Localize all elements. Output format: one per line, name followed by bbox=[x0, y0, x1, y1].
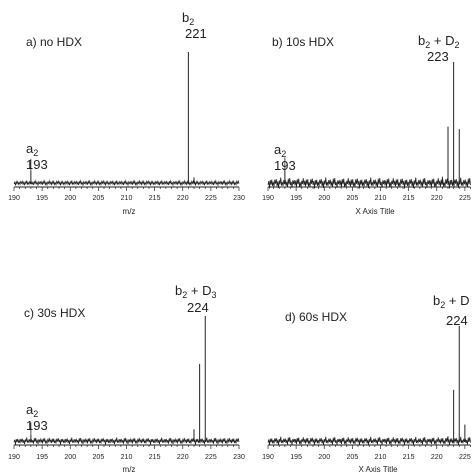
x-tick-label: 205 bbox=[347, 195, 359, 202]
x-tick-label: 220 bbox=[431, 195, 443, 202]
x-tick-label: 200 bbox=[64, 195, 76, 202]
panel-d-plot: 190 195 200 205 210 215 220 225 bbox=[262, 326, 471, 461]
panel-c-label-a2: a2 193 bbox=[26, 402, 48, 433]
x-tick-label: 215 bbox=[149, 454, 161, 461]
x-tick-label: 215 bbox=[403, 454, 415, 461]
x-tick-label: 210 bbox=[375, 195, 387, 202]
x-tick-label: 190 bbox=[262, 454, 274, 461]
panel-d-label-b2-mz: 224 bbox=[446, 313, 468, 328]
x-tick-label: 220 bbox=[431, 454, 443, 461]
panel-c-label-a2-ion: a2 bbox=[26, 402, 38, 419]
x-tick-label: 220 bbox=[177, 454, 189, 461]
panel-b-label-b2-ion: b2 + D2 bbox=[418, 33, 459, 50]
spectrum-baseline bbox=[267, 177, 471, 189]
x-tick-label: 225 bbox=[459, 195, 471, 202]
panel-a-label-b2-mz: 221 bbox=[185, 26, 207, 41]
x-tick-label: 225 bbox=[459, 454, 471, 461]
x-tick-label: 195 bbox=[36, 195, 48, 202]
x-tick-label: 225 bbox=[205, 195, 217, 202]
x-tick-label: 205 bbox=[93, 195, 105, 202]
panel-d: d) 60s HDX b2 + D 224 190 195 200 205 210 215… bbox=[262, 293, 471, 474]
panel-d-label-b2: b2 + D 224 bbox=[433, 293, 469, 328]
panel-d-title: d) 60s HDX bbox=[285, 310, 347, 324]
x-tick-label: 190 bbox=[8, 454, 20, 461]
x-tick-label: 230 bbox=[233, 195, 245, 202]
x-tick-label: 215 bbox=[403, 195, 415, 202]
panel-a: a) no HDX b2 221 a2 193 190 195 200 205 210 2… bbox=[8, 10, 245, 216]
panel-b: b) 10s HDX b2 + D2 223 a2 193 190 195 200 2… bbox=[262, 33, 471, 216]
spectrum-baseline bbox=[13, 437, 240, 445]
panel-a-label-a2-ion: a2 bbox=[26, 141, 38, 158]
panel-b-label-b2-mz: 223 bbox=[427, 49, 449, 64]
x-tick-label: 200 bbox=[64, 454, 76, 461]
x-tick-label: 195 bbox=[36, 454, 48, 461]
panel-b-plot: 190 195 200 205 210 215 220 225 bbox=[262, 62, 471, 202]
panel-b-title: b) 10s HDX bbox=[272, 35, 334, 49]
panel-a-title: a) no HDX bbox=[26, 35, 82, 49]
panel-a-plot: 190 195 200 205 210 215 220 225 230 bbox=[8, 52, 245, 202]
panel-d-label-b2-ion: b2 + D bbox=[433, 293, 469, 310]
x-tick-label: 215 bbox=[149, 195, 161, 202]
x-tick-label: 230 bbox=[233, 454, 245, 461]
panel-d-x-axis-title: X Axis Title bbox=[358, 465, 398, 474]
x-tick-label: 195 bbox=[290, 195, 302, 202]
spectrum-baseline bbox=[13, 179, 240, 187]
panel-c-title: c) 30s HDX bbox=[24, 306, 85, 320]
panel-a-label-b2: b2 221 bbox=[182, 10, 207, 41]
panel-a-label-a2-mz: 193 bbox=[26, 157, 48, 172]
panel-a-x-axis-title: m/z bbox=[123, 207, 136, 216]
panel-a-label-b2-ion: b2 bbox=[182, 10, 194, 27]
x-tick-label: 195 bbox=[290, 454, 302, 461]
panel-c-label-b2-ion: b2 + D3 bbox=[175, 283, 216, 300]
x-tick-label: 210 bbox=[375, 454, 387, 461]
x-tick-label: 200 bbox=[318, 195, 330, 202]
x-tick-label: 220 bbox=[177, 195, 189, 202]
panel-b-label-a2-ion: a2 bbox=[274, 142, 286, 159]
panel-c-label-a2-mz: 193 bbox=[26, 418, 48, 433]
panel-c-plot: 190 195 200 205 210 215 220 225 230 bbox=[8, 316, 245, 461]
panel-c: c) 30s HDX b2 + D3 224 a2 193 190 195 200 2… bbox=[8, 283, 245, 474]
x-tick-label: 210 bbox=[121, 454, 133, 461]
panel-c-label-b2: b2 + D3 224 bbox=[175, 283, 216, 315]
x-tick-label: 205 bbox=[93, 454, 105, 461]
x-tick-label: 205 bbox=[347, 454, 359, 461]
x-tick-label: 190 bbox=[262, 195, 274, 202]
panel-b-x-axis-title: X Axis Title bbox=[355, 207, 395, 216]
panel-b-label-b2: b2 + D2 223 bbox=[418, 33, 459, 64]
x-tick-label: 225 bbox=[205, 454, 217, 461]
panel-c-label-b2-mz: 224 bbox=[187, 300, 209, 315]
spectrum-baseline bbox=[267, 436, 471, 446]
x-tick-label: 210 bbox=[121, 195, 133, 202]
x-tick-label: 190 bbox=[8, 195, 20, 202]
panel-a-label-a2: a2 193 bbox=[26, 141, 48, 172]
panel-c-x-axis-title: m/z bbox=[123, 465, 136, 474]
x-tick-label: 200 bbox=[318, 454, 330, 461]
